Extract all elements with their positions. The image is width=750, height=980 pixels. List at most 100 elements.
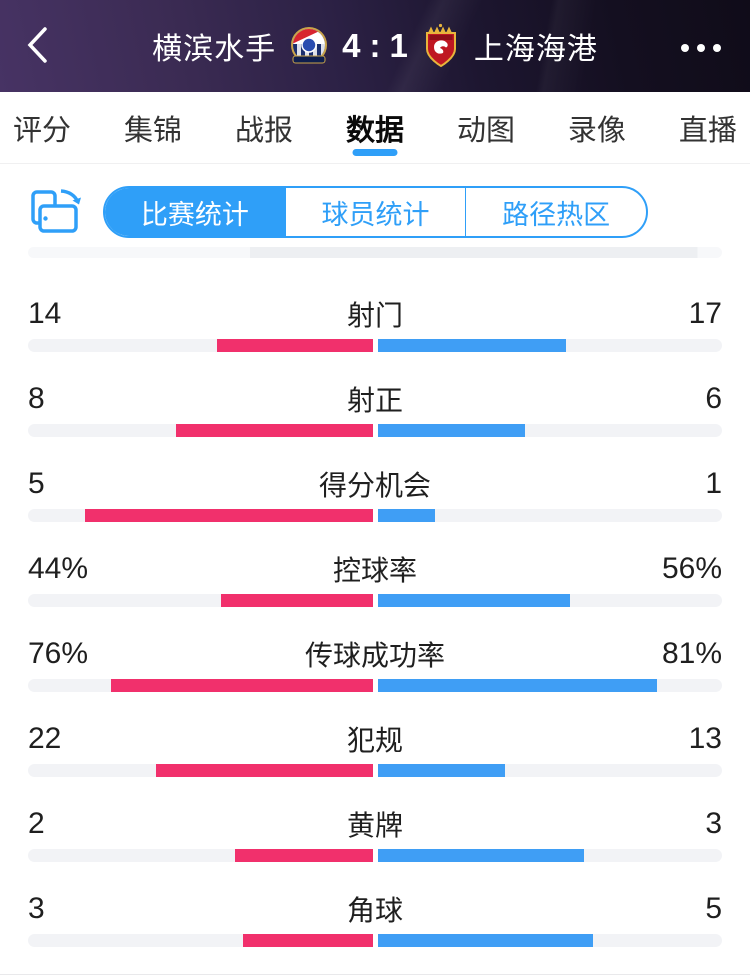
stat-values-line: 22 犯规 13	[28, 719, 722, 756]
home-stat-value: 5	[28, 467, 45, 500]
away-stat-value: 3	[705, 807, 722, 840]
section-tab[interactable]: 直播	[676, 92, 740, 163]
stat-values-line: 44% 控球率 56%	[28, 549, 722, 586]
away-team-badge-icon	[420, 23, 462, 69]
match-stats-list: 14 射门 17 8 射正 6 5	[0, 258, 750, 947]
subtab-scroll-indicator	[28, 247, 722, 258]
home-bar-track	[28, 424, 373, 437]
section-tab-label: 评分	[13, 114, 72, 147]
stat-label: 控球率	[332, 555, 417, 586]
home-stat-value: 76%	[28, 637, 89, 670]
section-divider	[0, 974, 750, 975]
section-tab[interactable]: 战报	[232, 92, 296, 163]
section-tab[interactable]: 动图	[454, 92, 518, 163]
stats-subtab-label: 路径热区	[502, 199, 611, 230]
section-tab-label: 数据	[345, 114, 404, 147]
rotate-device-icon	[31, 189, 81, 233]
stat-bar	[28, 339, 722, 352]
away-bar-track	[377, 849, 722, 862]
home-bar-track	[28, 509, 373, 522]
away-score: 1	[389, 27, 408, 64]
rotate-screen-button[interactable]	[28, 185, 86, 239]
stat-label: 黄牌	[346, 810, 403, 841]
stat-values-line: 2 黄牌 3	[28, 804, 722, 841]
stat-bar	[28, 849, 722, 862]
section-tab[interactable]: 集锦	[121, 92, 185, 163]
away-bar-fill	[377, 849, 585, 862]
stat-bar	[28, 934, 722, 947]
stat-label: 传球成功率	[304, 640, 445, 671]
away-bar-fill	[377, 339, 567, 352]
stats-subtab[interactable]: 球员统计	[284, 188, 466, 236]
stat-row: 5 得分机会 1	[28, 464, 722, 522]
home-bar-track	[28, 679, 373, 692]
away-bar-track	[377, 339, 722, 352]
away-bar-track	[377, 679, 722, 692]
stats-subtab-group: 比赛统计 球员统计 路径热区	[103, 186, 648, 238]
stat-bar	[28, 764, 722, 777]
away-stat-value: 1	[705, 467, 722, 500]
away-bar-fill	[377, 764, 506, 777]
stats-subtab[interactable]: 比赛统计	[105, 188, 285, 236]
away-stat-value: 81%	[661, 637, 722, 670]
home-team-badge-icon	[288, 23, 330, 69]
more-options-button[interactable]	[680, 40, 722, 52]
stat-values-line: 8 射正 6	[28, 379, 722, 416]
stat-label: 角球	[346, 895, 403, 926]
away-bar-fill	[377, 679, 657, 692]
home-bar-track	[28, 764, 373, 777]
back-chevron-icon	[27, 27, 47, 63]
section-tab[interactable]: 录像	[565, 92, 629, 163]
stat-row: 2 黄牌 3	[28, 804, 722, 862]
section-tab-label: 集锦	[123, 114, 182, 147]
away-bar-fill	[377, 509, 435, 522]
home-stat-value: 8	[28, 382, 45, 415]
section-tab-label: 直播	[678, 114, 737, 147]
stats-controls: 比赛统计 球员统计 路径热区	[28, 186, 722, 238]
section-tab[interactable]: 评分	[10, 92, 74, 163]
stats-subtab[interactable]: 路径热区	[465, 188, 646, 236]
stat-bar	[28, 509, 722, 522]
away-bar-track	[377, 424, 722, 437]
home-team-name: 横滨水手	[152, 33, 277, 66]
section-tab-label: 录像	[567, 114, 626, 147]
stat-row: 76% 传球成功率 81%	[28, 634, 722, 692]
away-stat-value: 6	[705, 382, 722, 415]
section-tab-label: 动图	[456, 114, 515, 147]
home-stat-value: 2	[28, 807, 45, 840]
home-bar-fill	[243, 934, 373, 947]
back-button[interactable]	[26, 26, 48, 64]
score: 4 : 1	[342, 27, 408, 65]
away-stat-value: 17	[688, 297, 722, 330]
home-bar-fill	[155, 764, 373, 777]
stat-row: 8 射正 6	[28, 379, 722, 437]
stat-bar	[28, 594, 722, 607]
more-dots-icon	[681, 44, 721, 52]
home-bar-fill	[110, 679, 373, 692]
stat-label: 射正	[346, 385, 403, 416]
score-separator: :	[369, 27, 381, 64]
away-bar-track	[377, 764, 722, 777]
home-stat-value: 22	[28, 722, 62, 755]
section-tab-label: 战报	[234, 114, 293, 147]
away-bar-track	[377, 594, 722, 607]
stat-row: 14 射门 17	[28, 294, 722, 352]
stat-row: 44% 控球率 56%	[28, 549, 722, 607]
section-tab-bar: 评分 集锦 战报 数据 动图 录像 直播	[0, 92, 750, 164]
stat-row: 22 犯规 13	[28, 719, 722, 777]
stats-subtab-label: 球员统计	[321, 199, 430, 230]
away-stat-value: 5	[705, 892, 722, 925]
away-stat-value: 13	[688, 722, 722, 755]
stat-label: 犯规	[346, 725, 403, 756]
stat-bar	[28, 424, 722, 437]
home-stat-value: 3	[28, 892, 45, 925]
away-bar-fill	[377, 424, 526, 437]
home-bar-fill	[234, 849, 373, 862]
section-tab[interactable]: 数据	[343, 92, 407, 163]
home-stat-value: 44%	[28, 552, 89, 585]
stat-values-line: 14 射门 17	[28, 294, 722, 331]
away-bar-track	[377, 509, 722, 522]
home-stat-value: 14	[28, 297, 62, 330]
home-bar-fill	[175, 424, 373, 437]
away-bar-track	[377, 934, 722, 947]
